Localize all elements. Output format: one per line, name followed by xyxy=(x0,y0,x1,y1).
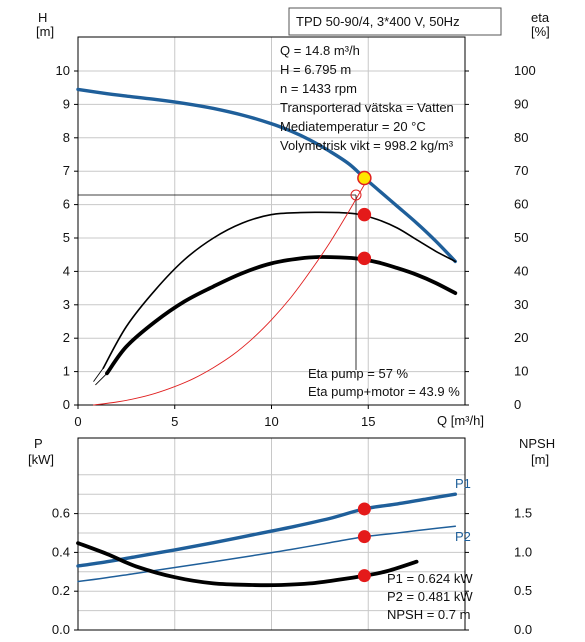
top-x-label: Q [m³/h] xyxy=(437,413,484,428)
bottom-ticks: 0.0 0.2 0.4 0.6 0.0 0.5 1.0 1.5 xyxy=(52,506,532,637)
bottom-y-label-left-1: P xyxy=(34,436,43,451)
top-left-tick-label-7: 7 xyxy=(63,163,70,178)
efficiency-pump-motor-curve xyxy=(105,255,458,376)
top-right-tick-label-1: 10 xyxy=(514,364,528,379)
top-grid xyxy=(78,37,465,405)
bottom-right-tick-label-3: 1.5 xyxy=(514,506,532,521)
top-left-tick-label-9: 9 xyxy=(63,96,70,111)
info-line-temp: Mediatemperatur = 20 °C xyxy=(280,119,426,134)
top-y-label-right-2: [%] xyxy=(531,24,550,39)
npsh-value-label: NPSH = 0.7 m xyxy=(387,607,470,622)
top-left-tick-label-6: 6 xyxy=(63,197,70,212)
info-line-n: n = 1433 rpm xyxy=(280,81,357,96)
eta-pump-label: Eta pump = 57 % xyxy=(308,366,409,381)
top-operating-point-1 xyxy=(357,207,372,222)
top-x-tick-label-0: 0 xyxy=(74,414,81,429)
top-right-tick-label-3: 30 xyxy=(514,297,528,312)
top-right-tick-label-5: 50 xyxy=(514,230,528,245)
bottom-left-tick-label-3: 0.6 xyxy=(52,506,70,521)
top-right-tick-label-8: 80 xyxy=(514,130,528,145)
efficiency-pump-leadin xyxy=(93,367,104,382)
top-left-tick-label-3: 3 xyxy=(63,297,70,312)
top-left-tick-label-1: 1 xyxy=(63,364,70,379)
top-left-tick-label-2: 2 xyxy=(63,330,70,345)
bottom-right-tick-label-0: 0.0 xyxy=(514,622,532,637)
system-curve xyxy=(93,184,365,406)
info-line-q: Q = 14.8 m³/h xyxy=(280,43,360,58)
top-right-tick-label-7: 70 xyxy=(514,163,528,178)
point-info: P1 = 0.624 kW P2 = 0.481 kW NPSH = 0.7 m xyxy=(387,571,473,622)
bottom-frame xyxy=(77,437,466,631)
bottom-right-tick-label-2: 1.0 xyxy=(514,544,532,559)
p1-value-label: P1 = 0.624 kW xyxy=(387,571,473,586)
top-x-tick-label-2: 10 xyxy=(264,414,278,429)
title-box xyxy=(288,7,502,36)
bottom-operating-point-0 xyxy=(357,502,371,516)
bottom-y-label-right-2: [m] xyxy=(531,452,549,467)
bottom-y-label-right-1: NPSH xyxy=(519,436,555,451)
top-x-tick-label-1: 5 xyxy=(171,414,178,429)
top-y-label-left-1: H xyxy=(38,10,47,25)
top-left-tick-label-4: 4 xyxy=(63,263,70,278)
top-right-tick-label-4: 40 xyxy=(514,263,528,278)
info-line-h: H = 6.795 m xyxy=(280,62,351,77)
operating-point-guides xyxy=(78,194,357,370)
top-left-tick-label-8: 8 xyxy=(63,130,70,145)
p1-series-label: P1 xyxy=(455,476,471,491)
bottom-left-tick-label-2: 0.4 xyxy=(52,544,70,559)
bottom-right-tick-label-1: 0.5 xyxy=(514,583,532,598)
top-operating-points xyxy=(357,170,372,266)
top-series xyxy=(76,87,458,406)
top-right-tick-label-9: 90 xyxy=(514,96,528,111)
duty-point-marker xyxy=(350,189,362,201)
top-left-tick-label-10: 10 xyxy=(56,63,70,78)
top-right-tick-label-2: 20 xyxy=(514,330,528,345)
p2-value-label: P2 = 0.481 kW xyxy=(387,589,473,604)
top-x-tick-label-3: 15 xyxy=(361,414,375,429)
top-operating-point-0 xyxy=(357,170,372,186)
top-right-tick-label-10: 100 xyxy=(514,63,536,78)
bottom-y-label-left-2: [kW] xyxy=(28,452,54,467)
efficiency-pump-motor-leadin xyxy=(95,372,108,386)
efficiency-pump-curve xyxy=(102,211,457,370)
efficiency-info: Eta pump = 57 % Eta pump+motor = 43.9 % xyxy=(308,366,460,399)
info-line-density: Volymetrisk vikt = 998.2 kg/m³ xyxy=(280,138,454,153)
top-y-label-right-1: eta xyxy=(531,10,550,25)
head-curve xyxy=(76,87,457,264)
top-right-tick-label-0: 0 xyxy=(514,397,521,412)
top-left-tick-label-5: 5 xyxy=(63,230,70,245)
bottom-operating-point-1 xyxy=(357,530,371,544)
p2-power-curve xyxy=(77,525,457,583)
top-left-tick-label-0: 0 xyxy=(63,397,70,412)
eta-pump-motor-label: Eta pump+motor = 43.9 % xyxy=(308,384,460,399)
bottom-operating-point-2 xyxy=(357,569,371,583)
bottom-left-tick-label-1: 0.2 xyxy=(52,583,70,598)
bottom-left-tick-label-0: 0.0 xyxy=(52,622,70,637)
p2-series-label: P2 xyxy=(455,529,471,544)
top-right-tick-label-6: 60 xyxy=(514,197,528,212)
operating-info: Q = 14.8 m³/h H = 6.795 m n = 1433 rpm T… xyxy=(280,43,454,153)
top-operating-point-2 xyxy=(357,251,372,266)
top-y-label-left-2: [m] xyxy=(36,24,54,39)
info-line-liquid: Transporterad vätska = Vatten xyxy=(280,100,454,115)
p1-power-curve xyxy=(76,492,457,568)
bottom-operating-points xyxy=(357,502,371,583)
chart-title: TPD 50-90/4, 3*400 V, 50Hz xyxy=(296,14,460,29)
